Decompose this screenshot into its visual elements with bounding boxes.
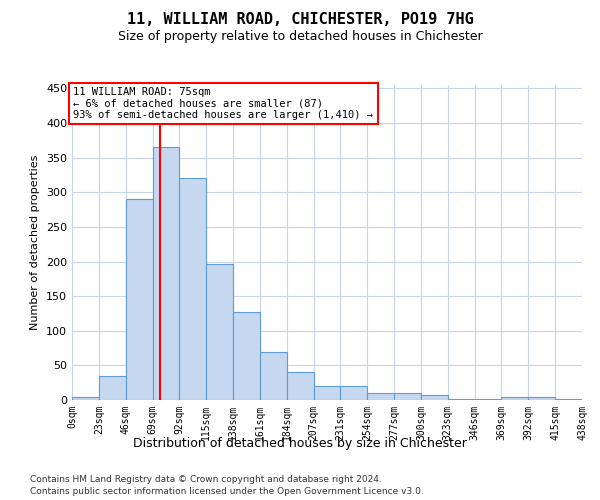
Bar	[448, 398, 475, 400]
Text: Contains HM Land Registry data © Crown copyright and database right 2024.: Contains HM Land Registry data © Crown c…	[30, 475, 382, 484]
Bar	[421, 395, 448, 400]
Bar	[260, 352, 287, 400]
Text: 11, WILLIAM ROAD, CHICHESTER, PO19 7HG: 11, WILLIAM ROAD, CHICHESTER, PO19 7HG	[127, 12, 473, 28]
Bar	[314, 386, 340, 400]
Bar	[502, 396, 529, 400]
Bar	[394, 393, 421, 400]
Y-axis label: Number of detached properties: Number of detached properties	[31, 155, 40, 330]
Text: 11 WILLIAM ROAD: 75sqm
← 6% of detached houses are smaller (87)
93% of semi-deta: 11 WILLIAM ROAD: 75sqm ← 6% of detached …	[73, 87, 373, 120]
Bar	[152, 148, 179, 400]
Bar	[529, 396, 555, 400]
Bar	[287, 372, 314, 400]
Bar	[555, 398, 582, 400]
Bar	[340, 386, 367, 400]
Bar	[367, 393, 394, 400]
Text: Contains public sector information licensed under the Open Government Licence v3: Contains public sector information licen…	[30, 488, 424, 496]
Bar	[475, 398, 502, 400]
Text: Size of property relative to detached houses in Chichester: Size of property relative to detached ho…	[118, 30, 482, 43]
Bar	[233, 312, 260, 400]
Text: Distribution of detached houses by size in Chichester: Distribution of detached houses by size …	[133, 438, 467, 450]
Bar	[99, 376, 125, 400]
Bar	[179, 178, 206, 400]
Bar	[72, 396, 99, 400]
Bar	[125, 199, 152, 400]
Bar	[206, 264, 233, 400]
